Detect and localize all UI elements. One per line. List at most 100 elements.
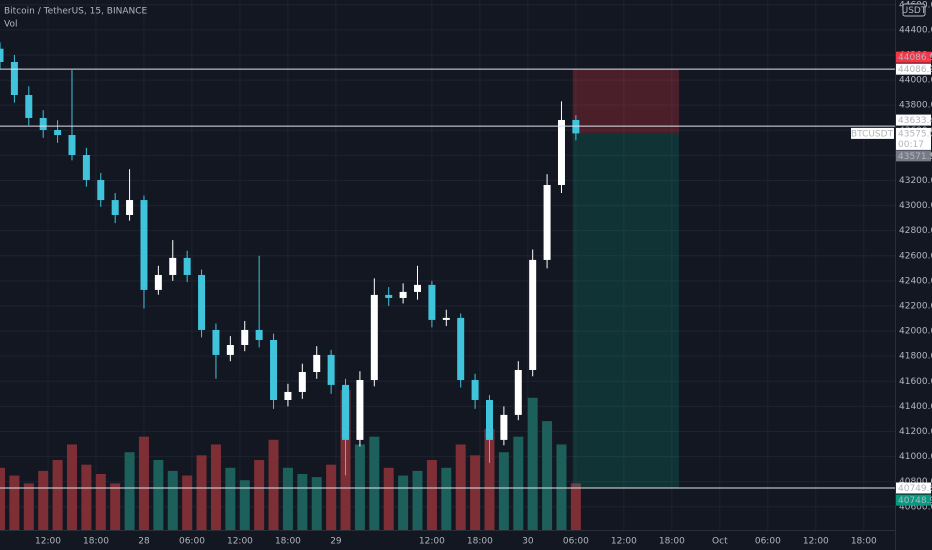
y-tick-label: 40800.00 <box>899 477 932 487</box>
volume-bar <box>470 455 481 530</box>
stop-label-bg <box>896 51 931 63</box>
candle-body <box>154 274 162 290</box>
volume-bar <box>138 436 149 530</box>
candle-body <box>342 384 350 440</box>
volume-bar <box>9 475 20 530</box>
y-tick-label: 43200.00 <box>899 176 932 186</box>
candle-body <box>529 259 537 370</box>
volume-bar <box>484 428 495 530</box>
candle-body <box>557 119 565 185</box>
volume-bar <box>570 483 581 530</box>
candle-body <box>0 48 4 62</box>
x-tick-label: 12:00 <box>803 537 829 547</box>
candle-body <box>111 200 119 215</box>
candle-body <box>140 200 148 290</box>
y-tick-label: 42200.00 <box>899 301 932 311</box>
volume-bar <box>426 460 437 530</box>
volume-bar <box>354 444 365 530</box>
position-target-zone <box>572 133 680 489</box>
volume-bar <box>412 470 423 530</box>
y-tick-label: 42800.00 <box>899 226 932 236</box>
countdown-label: 00:17 <box>898 140 924 150</box>
x-tick-label: 18:00 <box>83 537 109 547</box>
y-tick-label: 42000.00 <box>899 327 932 337</box>
candle-body <box>241 329 249 346</box>
volume-bar <box>81 464 92 530</box>
candle-body <box>399 291 407 298</box>
candle-body <box>97 179 105 201</box>
volume-bar <box>527 397 538 530</box>
volume-bar <box>66 444 77 530</box>
volume-bar <box>167 470 178 530</box>
candle-body <box>54 130 62 136</box>
y-tick-label: 41800.00 <box>899 352 932 362</box>
candle-body <box>428 284 436 320</box>
candle-body <box>442 317 450 320</box>
hline-label: 40749.81 <box>898 484 932 494</box>
x-tick-label: 06:00 <box>755 537 781 547</box>
candle-body <box>198 274 206 330</box>
last-price-label: 43575.06 <box>898 129 932 139</box>
volume-bar <box>153 460 164 530</box>
y-tick-label: 43000.00 <box>899 201 932 211</box>
x-tick-label: 18:00 <box>851 537 877 547</box>
y-tick-label: 42400.00 <box>899 276 932 286</box>
volume-bar <box>282 467 293 530</box>
hline-label-bg <box>896 482 931 494</box>
hline-label: 44086.91 <box>898 65 932 75</box>
x-tick-label: 29 <box>330 537 342 547</box>
x-tick-label: 18:00 <box>275 537 301 547</box>
candle-body <box>327 354 335 385</box>
x-tick-label: 18:00 <box>659 537 685 547</box>
x-tick-label: 28 <box>138 537 150 547</box>
target-label: 40748.92 <box>898 496 932 506</box>
candle-body <box>457 317 465 381</box>
y-tick-label: 41400.00 <box>899 402 932 412</box>
candle-body <box>255 329 263 340</box>
target-label-bg <box>896 494 931 506</box>
candle-body <box>68 135 76 155</box>
candle-body <box>298 371 306 392</box>
x-tick-label: Oct <box>712 537 728 547</box>
volume-bar <box>455 444 466 530</box>
currency-box <box>902 3 926 17</box>
y-tick-label: 44400.00 <box>899 25 932 35</box>
candle-body <box>414 284 422 292</box>
candle-body <box>183 257 191 275</box>
volume-bar <box>498 452 509 530</box>
x-tick-label: 30 <box>522 537 534 547</box>
volume-bar <box>110 483 121 530</box>
volume-bar <box>225 467 236 530</box>
candle-body <box>313 354 321 372</box>
y-tick-label: 40600.00 <box>899 502 932 512</box>
prev-close-label-bg <box>896 150 931 162</box>
x-tick-label: 06:00 <box>563 537 589 547</box>
volume-bar <box>542 421 553 530</box>
currency-label: USDT <box>902 6 927 16</box>
hline-label: 43633.41 <box>898 116 932 126</box>
symbol-tag-bg <box>851 127 894 139</box>
x-tick-label: 18:00 <box>467 537 493 547</box>
candle-body <box>543 184 551 260</box>
volume-bar <box>369 436 380 530</box>
candle-body <box>356 380 364 440</box>
chart-title: Bitcoin / TetherUS, 15, BINANCE <box>4 7 148 17</box>
candle-body <box>284 391 292 400</box>
candle-body <box>39 117 47 131</box>
time-axis <box>0 530 895 550</box>
candle-body <box>471 380 479 400</box>
volume-bar <box>326 464 337 530</box>
volume-bar <box>513 436 524 530</box>
volume-bar <box>311 477 322 530</box>
volume-bar <box>182 475 193 530</box>
y-tick-label: 42600.00 <box>899 251 932 261</box>
volume-bar <box>254 460 265 530</box>
candle-body <box>126 200 134 215</box>
candle-body <box>500 414 508 440</box>
y-tick-label: 44000.00 <box>899 76 932 86</box>
x-tick-label: 12:00 <box>227 537 253 547</box>
indicator-label: Vol <box>4 20 17 30</box>
symbol-tag: BTCUSDT <box>851 129 894 139</box>
candle-body <box>226 345 234 355</box>
